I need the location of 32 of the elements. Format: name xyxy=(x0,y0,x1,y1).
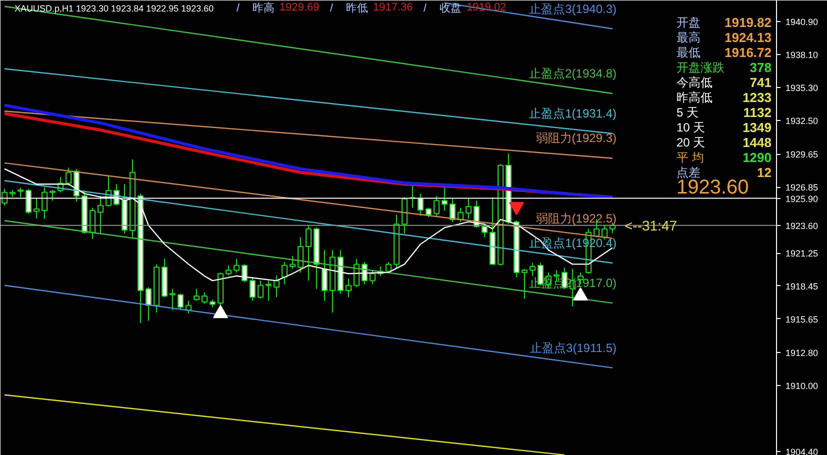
text: 点差 12 xyxy=(676,165,772,180)
y-tick-label: 1929.65 xyxy=(786,150,818,160)
annotation: XAUUSD.p,H1 1923.30 1923.84 1922.95 1923.60 xyxy=(14,4,214,14)
y-tick-label: 1926.85 xyxy=(786,182,818,193)
series-label: 弱阻力(1922.5) xyxy=(536,211,617,226)
y-tick-label: 1935.30 xyxy=(786,83,818,94)
text: 开盘 1919.82 xyxy=(676,15,772,30)
series-label: 止盈点2(1934.8) xyxy=(529,66,617,80)
text: 20 天 1448 xyxy=(676,135,772,150)
text: 5 天 1132 xyxy=(676,105,772,120)
series-label: 止盈点3(1911.5) xyxy=(530,340,617,355)
text: 最高 1924.13 xyxy=(676,30,772,45)
y-tick-label: 1904.40 xyxy=(786,446,818,455)
y-tick-label: 1923.60 xyxy=(786,220,818,231)
text: 平 均 1290 xyxy=(676,150,772,165)
series-label: 弱阻力(1929.3) xyxy=(536,131,617,146)
y-tick-label: 1915.65 xyxy=(786,314,818,324)
y-tick-label: 1938.10 xyxy=(786,50,818,60)
y-tick-label: 1925.90 xyxy=(786,194,818,204)
y-tick-label: 1912.80 xyxy=(786,348,818,358)
y-tick-label: 1910.00 xyxy=(786,380,818,391)
y-tick-label: 1932.50 xyxy=(786,116,818,126)
text: 昨高低 1233 xyxy=(676,90,772,105)
series-label: 止盈点1(1931.4) xyxy=(529,106,617,121)
text: 最低 1916.72 xyxy=(676,45,772,60)
text: 今高低 741 xyxy=(676,75,772,90)
y-tick-label: 1921.25 xyxy=(786,248,818,259)
y-tick-label: 1918.45 xyxy=(786,281,818,292)
series-label: 止盈点3(1940.3) xyxy=(529,2,617,16)
y-tick-label: 1940.90 xyxy=(786,17,818,28)
text: 10 天 1349 xyxy=(676,120,772,135)
text: 开盘涨跌 378 xyxy=(676,60,772,75)
